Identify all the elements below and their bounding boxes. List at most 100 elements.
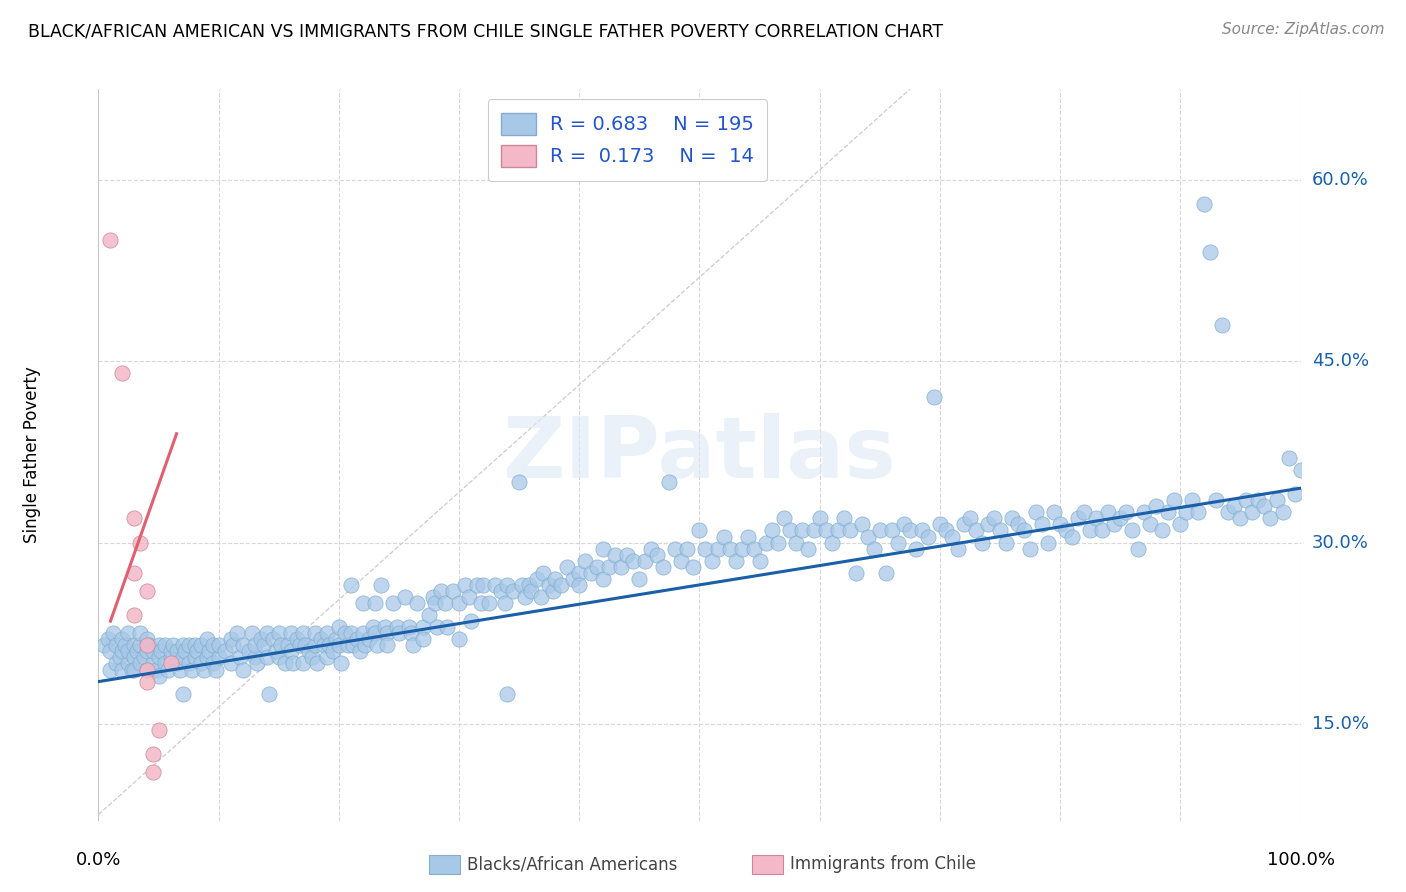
Point (172, 687, 194, 701)
Point (827, 524, 849, 538)
Point (598, 559, 620, 574)
Point (1247, 493, 1270, 508)
Point (640, 541, 662, 556)
Point (682, 559, 704, 574)
Point (141, 644, 163, 658)
Point (737, 529, 759, 543)
Point (433, 596, 456, 610)
Point (1036, 535, 1059, 549)
Point (349, 644, 371, 658)
Point (166, 657, 188, 671)
Point (253, 638, 276, 652)
Point (177, 657, 200, 671)
Point (285, 632, 308, 647)
Point (700, 554, 723, 568)
Point (965, 524, 987, 538)
Point (845, 566, 868, 580)
Point (970, 535, 993, 549)
Point (515, 590, 537, 604)
Point (135, 583, 157, 598)
Point (283, 657, 305, 671)
Point (832, 511, 855, 525)
Point (761, 524, 783, 538)
Point (385, 620, 408, 634)
Point (246, 657, 269, 671)
Point (941, 529, 963, 543)
Point (531, 566, 554, 580)
Point (1049, 517, 1071, 532)
Point (412, 632, 434, 647)
Point (460, 614, 482, 628)
Point (779, 524, 801, 538)
Point (478, 596, 501, 610)
Point (904, 541, 927, 556)
Point (337, 638, 360, 652)
Point (342, 638, 364, 652)
Point (616, 548, 638, 562)
Point (574, 554, 596, 568)
Point (328, 638, 350, 652)
Point (790, 524, 813, 538)
Point (138, 638, 160, 652)
Point (1097, 505, 1119, 519)
Point (1211, 318, 1233, 332)
Point (785, 535, 807, 549)
Point (470, 596, 492, 610)
Text: 45.0%: 45.0% (1312, 352, 1369, 370)
Point (988, 524, 1011, 538)
Point (141, 747, 163, 761)
Point (186, 644, 208, 658)
Point (309, 632, 332, 647)
Point (1205, 493, 1227, 508)
Point (555, 559, 578, 574)
Point (508, 475, 530, 489)
Point (315, 626, 337, 640)
Point (219, 657, 242, 671)
Point (340, 626, 363, 640)
Point (129, 535, 152, 549)
Point (398, 620, 420, 634)
Point (808, 511, 831, 525)
Point (1157, 505, 1180, 519)
Point (105, 638, 128, 652)
Point (117, 657, 139, 671)
Point (946, 541, 969, 556)
Point (181, 663, 204, 677)
Point (730, 541, 752, 556)
Point (821, 535, 844, 549)
Point (541, 583, 564, 598)
Point (153, 638, 176, 652)
Point (1091, 524, 1114, 538)
Point (141, 657, 163, 671)
Point (1001, 511, 1024, 525)
Point (621, 554, 644, 568)
Point (1054, 524, 1077, 538)
Point (1277, 450, 1299, 465)
Point (195, 650, 218, 665)
Point (381, 596, 404, 610)
Point (742, 541, 765, 556)
Point (114, 638, 136, 652)
Point (174, 644, 197, 658)
Point (257, 687, 280, 701)
Point (135, 638, 157, 652)
Point (101, 626, 124, 640)
Point (502, 583, 524, 598)
Point (388, 626, 411, 640)
Point (318, 638, 340, 652)
Point (124, 638, 146, 652)
Point (634, 554, 657, 568)
Point (219, 632, 242, 647)
Point (124, 566, 146, 580)
Point (157, 663, 180, 677)
Point (366, 638, 388, 652)
Point (232, 663, 254, 677)
Point (592, 572, 614, 586)
Point (755, 535, 778, 549)
Point (373, 620, 395, 634)
Point (111, 644, 134, 658)
Point (977, 517, 1000, 532)
Point (290, 638, 312, 652)
Point (917, 529, 939, 543)
Text: Source: ZipAtlas.com: Source: ZipAtlas.com (1222, 22, 1385, 37)
